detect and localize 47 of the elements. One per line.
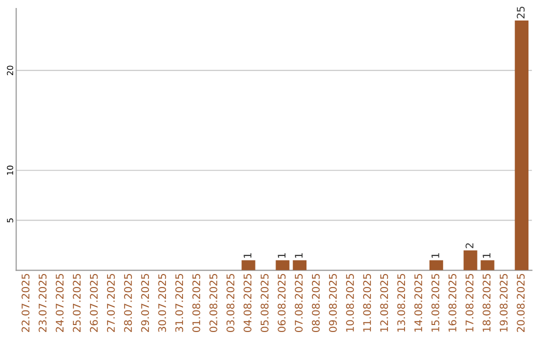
x-tick-label: 07.08.2025 bbox=[294, 274, 303, 332]
x-tick-label: 30.07.2025 bbox=[158, 274, 166, 332]
x-tick-label: 15.08.2025 bbox=[431, 274, 440, 332]
data-label: 1 bbox=[278, 253, 286, 258]
x-tick-label: 19.08.2025 bbox=[500, 274, 508, 332]
x-tick-label: 17.08.2025 bbox=[466, 274, 474, 332]
x-tick-label: 24.07.2025 bbox=[56, 274, 64, 332]
bar bbox=[242, 260, 256, 270]
x-tick-label: 22.07.2025 bbox=[22, 274, 30, 332]
data-label: 1 bbox=[432, 253, 440, 258]
y-tick-label: 5 bbox=[7, 218, 14, 222]
x-tick-label: 23.07.2025 bbox=[38, 274, 47, 332]
x-tick-label: 26.07.2025 bbox=[90, 274, 98, 332]
x-tick-label: 28.07.2025 bbox=[124, 274, 132, 332]
x-tick-label: 20.08.2025 bbox=[516, 274, 525, 332]
x-tick-label: 08.08.2025 bbox=[312, 274, 320, 332]
bar bbox=[514, 20, 528, 270]
x-tick-label: 27.07.2025 bbox=[106, 274, 115, 332]
x-tick-label: 18.08.2025 bbox=[482, 274, 491, 332]
bar bbox=[276, 260, 290, 270]
x-tick-label: 11.08.2025 bbox=[363, 274, 371, 332]
x-tick-label: 25.07.2025 bbox=[72, 274, 81, 332]
x-tick-label: 31.07.2025 bbox=[175, 274, 184, 332]
x-tick-label: 03.08.2025 bbox=[226, 274, 234, 332]
bar bbox=[292, 260, 306, 270]
data-label: 1 bbox=[244, 253, 252, 258]
x-tick-label: 04.08.2025 bbox=[244, 274, 252, 332]
data-label: 2 bbox=[466, 243, 474, 248]
x-tick-label: 09.08.2025 bbox=[328, 274, 337, 332]
data-label: 1 bbox=[482, 253, 490, 258]
y-tick-label: 20 bbox=[6, 66, 14, 76]
data-label: 1 bbox=[294, 253, 303, 258]
x-tick-label: 05.08.2025 bbox=[260, 274, 269, 332]
bar bbox=[429, 260, 444, 270]
bar bbox=[464, 250, 478, 270]
x-tick-label: 13.08.2025 bbox=[397, 274, 406, 332]
bar bbox=[480, 260, 494, 270]
x-tick-label: 06.08.2025 bbox=[278, 274, 286, 332]
x-tick-label: 29.07.2025 bbox=[141, 274, 149, 332]
y-tick-label: 10 bbox=[6, 166, 14, 175]
x-tick-label: 02.08.2025 bbox=[209, 274, 218, 332]
x-tick-label: 14.08.2025 bbox=[414, 274, 422, 332]
data-label: 25 bbox=[516, 6, 525, 18]
x-tick-label: 01.08.2025 bbox=[192, 274, 200, 332]
x-tick-label: 12.08.2025 bbox=[380, 274, 388, 332]
x-tick-label: 16.08.2025 bbox=[448, 274, 456, 332]
x-tick-label: 10.08.2025 bbox=[346, 274, 354, 332]
